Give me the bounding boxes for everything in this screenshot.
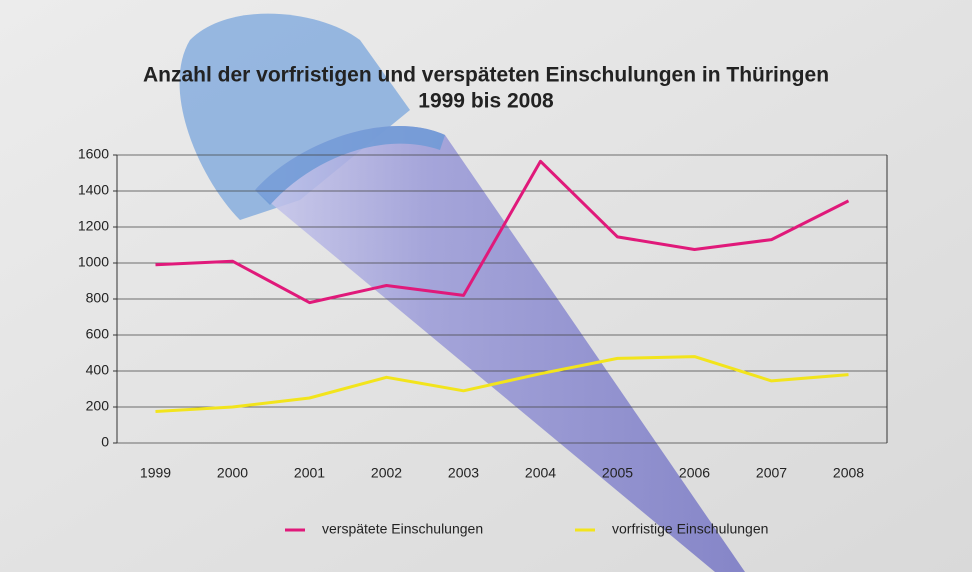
y-tick-label: 800 [86, 290, 110, 306]
x-tick-label: 2007 [756, 465, 787, 481]
y-tick-label: 1600 [78, 146, 109, 162]
legend-label: vorfristige Einschulungen [612, 521, 768, 537]
chart: Anzahl der vorfristigen und verspäteten … [0, 0, 972, 572]
y-tick-label: 1400 [78, 182, 109, 198]
y-tick-label: 1000 [78, 254, 109, 270]
x-tick-label: 2008 [833, 465, 864, 481]
chart-title: Anzahl der vorfristigen und verspäteten … [143, 64, 829, 87]
x-tick-label: 2004 [525, 465, 556, 481]
y-tick-label: 600 [86, 326, 110, 342]
x-tick-label: 2006 [679, 465, 710, 481]
x-tick-label: 2002 [371, 465, 402, 481]
y-tick-label: 0 [101, 434, 109, 450]
x-tick-label: 2001 [294, 465, 325, 481]
y-tick-label: 200 [86, 398, 110, 414]
x-tick-label: 2003 [448, 465, 479, 481]
y-tick-label: 400 [86, 362, 110, 378]
y-tick-label: 1200 [78, 218, 109, 234]
x-tick-label: 2000 [217, 465, 248, 481]
legend-label: verspätete Einschulungen [322, 521, 483, 537]
x-tick-label: 2005 [602, 465, 633, 481]
chart-subtitle: 1999 bis 2008 [418, 90, 554, 113]
x-tick-label: 1999 [140, 465, 171, 481]
